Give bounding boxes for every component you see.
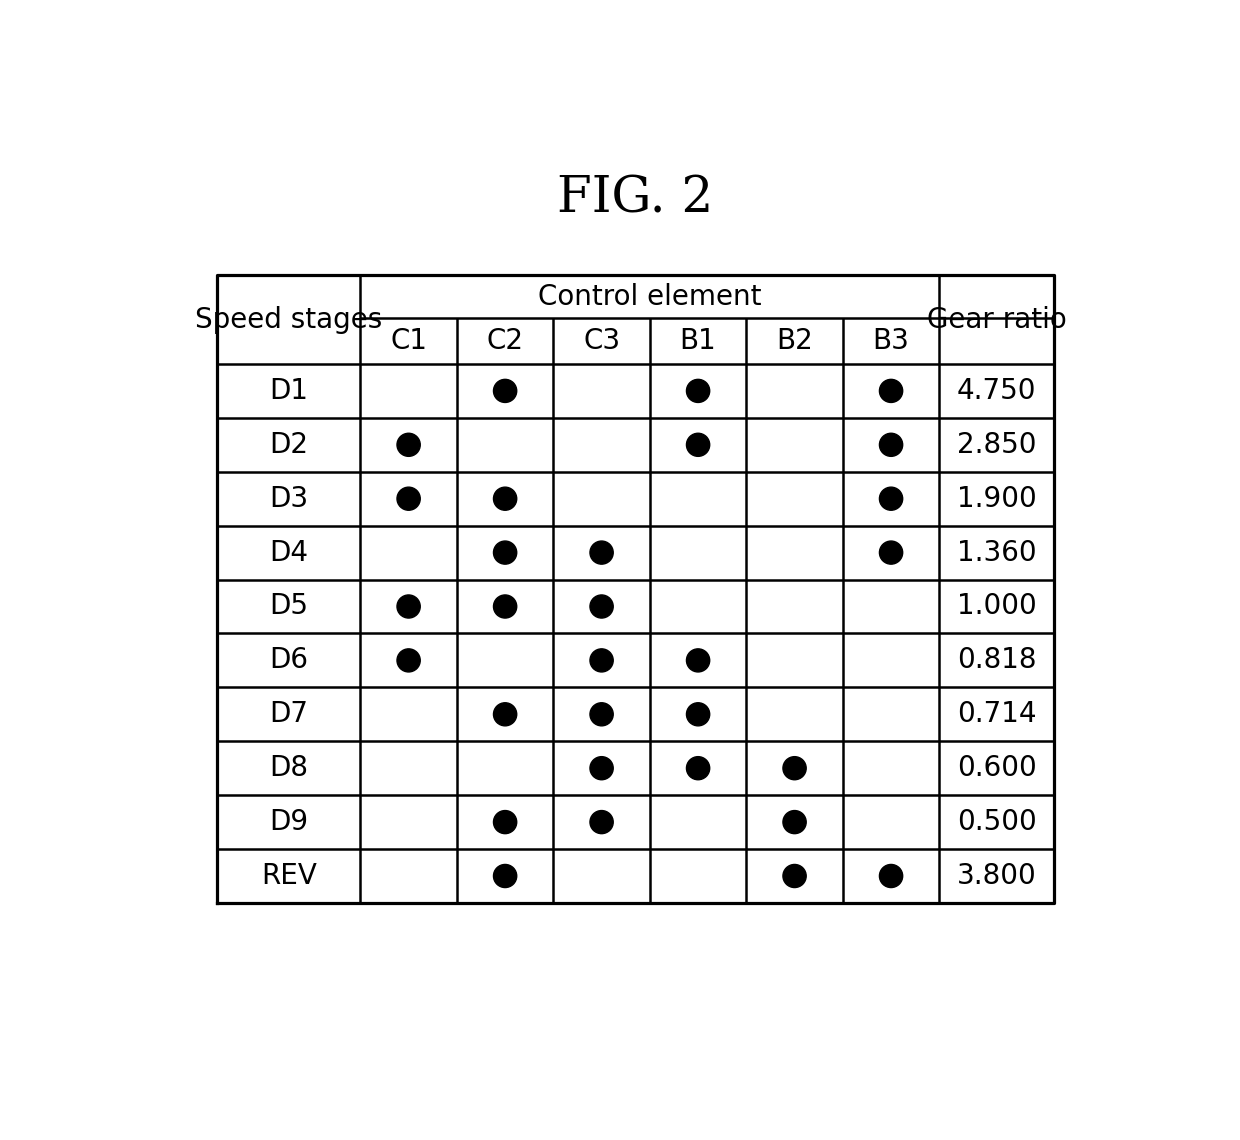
Text: FIG. 2: FIG. 2 xyxy=(557,173,714,223)
Text: D4: D4 xyxy=(269,538,309,567)
Circle shape xyxy=(590,542,614,564)
Text: Speed stages: Speed stages xyxy=(195,306,382,334)
Circle shape xyxy=(879,380,903,402)
Text: C3: C3 xyxy=(583,327,620,355)
Text: 0.500: 0.500 xyxy=(957,808,1037,836)
Circle shape xyxy=(397,649,420,671)
Text: 1.360: 1.360 xyxy=(957,538,1037,567)
Circle shape xyxy=(782,811,806,833)
Circle shape xyxy=(590,702,614,726)
Text: Control element: Control element xyxy=(538,283,761,310)
Circle shape xyxy=(494,487,517,511)
Circle shape xyxy=(590,595,614,618)
Text: D7: D7 xyxy=(269,700,309,728)
Circle shape xyxy=(494,542,517,564)
Text: D8: D8 xyxy=(269,755,309,782)
Text: 1.900: 1.900 xyxy=(957,484,1037,513)
Text: D9: D9 xyxy=(269,808,309,836)
Circle shape xyxy=(590,649,614,671)
Text: B1: B1 xyxy=(680,327,717,355)
Text: D6: D6 xyxy=(269,646,309,675)
Circle shape xyxy=(879,864,903,888)
Circle shape xyxy=(494,595,517,618)
Circle shape xyxy=(590,811,614,833)
Text: 0.600: 0.600 xyxy=(957,755,1037,782)
Circle shape xyxy=(879,487,903,511)
Circle shape xyxy=(879,542,903,564)
Text: 3.800: 3.800 xyxy=(957,862,1037,890)
Text: 2.850: 2.850 xyxy=(957,431,1037,458)
Text: Gear ratio: Gear ratio xyxy=(926,306,1066,334)
Circle shape xyxy=(687,702,709,726)
Text: 1.000: 1.000 xyxy=(957,593,1037,620)
Circle shape xyxy=(494,380,517,402)
Circle shape xyxy=(590,757,614,780)
Circle shape xyxy=(494,702,517,726)
Text: C2: C2 xyxy=(486,327,523,355)
Circle shape xyxy=(397,595,420,618)
Text: 4.750: 4.750 xyxy=(957,377,1037,405)
Text: C1: C1 xyxy=(391,327,427,355)
Text: D1: D1 xyxy=(269,377,309,405)
Circle shape xyxy=(494,811,517,833)
Text: 0.714: 0.714 xyxy=(957,700,1037,728)
Circle shape xyxy=(687,757,709,780)
Circle shape xyxy=(687,380,709,402)
Text: B3: B3 xyxy=(873,327,909,355)
Text: D5: D5 xyxy=(269,593,309,620)
Circle shape xyxy=(879,433,903,456)
Text: 0.818: 0.818 xyxy=(957,646,1037,675)
Circle shape xyxy=(687,649,709,671)
Circle shape xyxy=(397,487,420,511)
Text: REV: REV xyxy=(260,862,316,890)
Circle shape xyxy=(494,864,517,888)
Text: D3: D3 xyxy=(269,484,309,513)
Text: D2: D2 xyxy=(269,431,309,458)
Circle shape xyxy=(397,433,420,456)
Circle shape xyxy=(782,864,806,888)
Circle shape xyxy=(782,757,806,780)
Text: B2: B2 xyxy=(776,327,813,355)
Circle shape xyxy=(687,433,709,456)
